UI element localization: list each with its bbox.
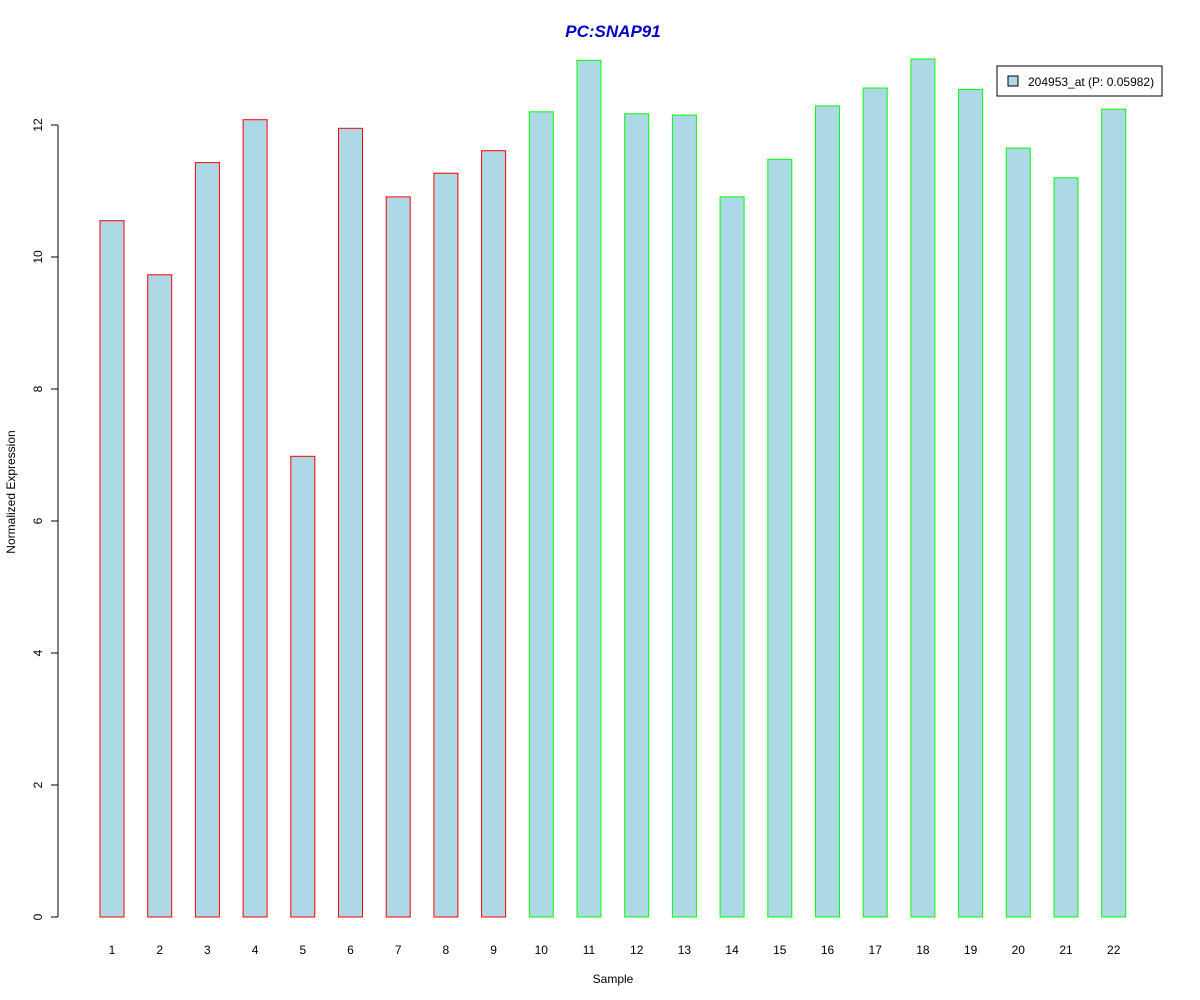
- y-tick-label: 4: [31, 649, 45, 656]
- y-tick-label: 8: [31, 385, 45, 392]
- bar: [433, 172, 459, 918]
- bar: [1005, 147, 1031, 918]
- y-tick-label: 0: [31, 913, 45, 920]
- bar: [624, 113, 650, 918]
- bar: [958, 88, 984, 918]
- bar: [815, 105, 840, 918]
- x-tick-label: 8: [443, 943, 450, 957]
- y-tick-label: 12: [31, 118, 45, 132]
- bar: [338, 127, 363, 918]
- x-tick-label: 7: [395, 943, 402, 957]
- bar: [910, 58, 936, 918]
- bar: [99, 220, 125, 918]
- y-tick-label: 6: [31, 517, 45, 524]
- bar: [290, 455, 316, 918]
- x-tick-label: 5: [299, 943, 306, 957]
- x-tick-labels: 1 2 3 4 5 6 7 8 9 10 11 12 13 14 15 16 17 18 19 20 21 22: [109, 943, 1121, 957]
- x-tick-label: 11: [583, 943, 596, 957]
- x-tick-label: 20: [1012, 943, 1026, 957]
- x-tick-label: 16: [821, 943, 835, 957]
- x-tick-label: 2: [156, 943, 163, 957]
- x-tick-label: 12: [630, 943, 644, 957]
- x-tick-label: 4: [252, 943, 259, 957]
- x-tick-label: 17: [869, 943, 883, 957]
- bar: [1053, 177, 1079, 918]
- legend-swatch: [1007, 75, 1019, 87]
- bar: [194, 162, 220, 918]
- bar: [767, 158, 793, 918]
- x-tick-label: 13: [678, 943, 692, 957]
- x-axis-label: Sample: [593, 972, 634, 986]
- x-tick-label: 9: [490, 943, 497, 957]
- x-tick-label: 22: [1107, 943, 1121, 957]
- y-axis-label: Normalized Expression: [4, 430, 18, 553]
- legend: 204953_at (P: 0.05982): [996, 65, 1163, 97]
- y-axis: 0 2 4 6 8 10 12: [31, 118, 59, 920]
- x-tick-label: 21: [1059, 943, 1073, 957]
- x-tick-label: 1: [109, 943, 116, 957]
- chart-title: PC:SNAP91: [565, 22, 660, 41]
- bar: [147, 274, 173, 918]
- legend-label: 204953_at (P: 0.05982): [1028, 75, 1154, 89]
- x-tick-label: 15: [773, 943, 787, 957]
- bar: [1101, 108, 1127, 918]
- x-tick-label: 10: [535, 943, 549, 957]
- y-tick-label: 2: [31, 781, 45, 788]
- bar: [671, 114, 697, 918]
- bar: [242, 119, 268, 918]
- x-tick-label: 19: [964, 943, 978, 957]
- bar: [481, 150, 507, 918]
- x-tick-label: 14: [725, 943, 739, 957]
- bar: [385, 196, 411, 918]
- bars-group: [99, 58, 1127, 918]
- bar: [719, 196, 745, 918]
- legend-box: [996, 65, 1163, 97]
- y-tick-label: 10: [31, 250, 45, 264]
- bar: [862, 87, 888, 918]
- x-tick-label: 18: [916, 943, 930, 957]
- x-tick-label: 6: [347, 943, 354, 957]
- bar: [528, 111, 554, 918]
- x-tick-label: 3: [204, 943, 211, 957]
- bar: [576, 59, 602, 918]
